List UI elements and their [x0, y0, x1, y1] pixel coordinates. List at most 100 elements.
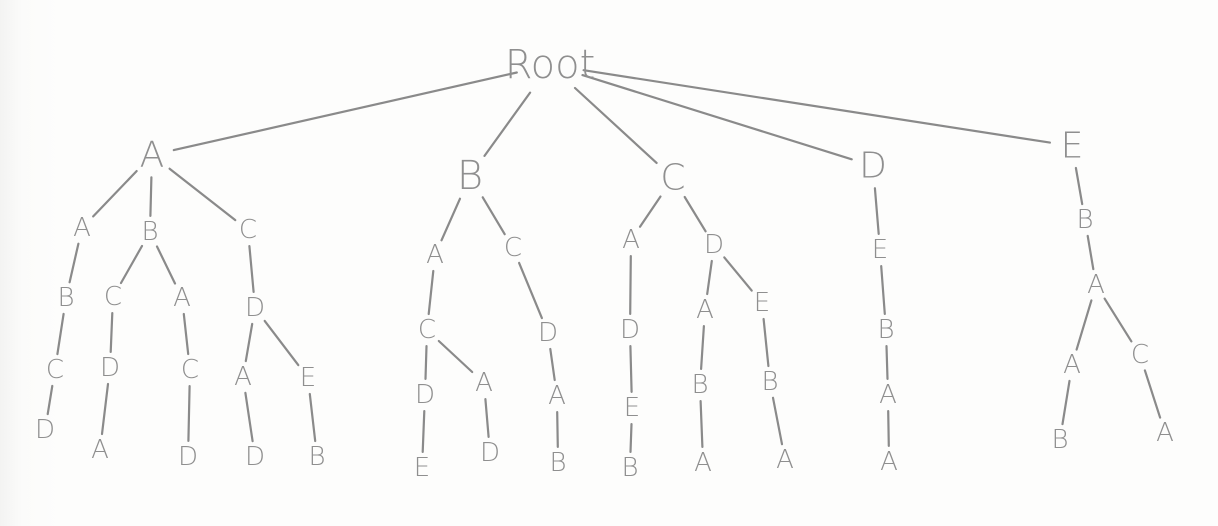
tree-node-b-a: A [426, 240, 444, 270]
tree-node-c-d-a-b: B [691, 370, 708, 400]
tree-node-c-a: A [622, 225, 640, 255]
tree-edge-a-b-c-d-to-a-b-c-d-a [100, 382, 110, 436]
tree-edge-c-d-to-c-d-a [706, 259, 713, 296]
tree-node-b-a-c-a: A [475, 368, 493, 398]
tree-node-d-e-b-a: A [879, 380, 897, 410]
tree-node-b-c-d-a: A [548, 381, 566, 411]
tree-edge-d-e-b-to-d-e-b-a [885, 345, 889, 380]
tree-node-b-c: C [504, 233, 522, 263]
tree-node-a-c: C [239, 215, 257, 245]
tree-edge-c-a-to-c-a-d [629, 255, 632, 315]
tree-node-a-c-d: D [245, 293, 265, 323]
tree-node-c-d-e-b: B [761, 367, 778, 397]
tree-edge-e-b-a-to-e-b-a-a [1075, 299, 1093, 351]
tree-edge-b-to-b-a [440, 197, 462, 242]
tree-edge-a-b-a-to-a-b-a-c [182, 312, 190, 356]
tree-edge-c-d-to-c-d-e [723, 256, 753, 292]
tree-edge-root-to-d [581, 73, 853, 161]
tree-node-e-b-a-c-a: A [1156, 418, 1174, 448]
tree-edge-c-a-d-to-c-a-d-e [629, 345, 633, 393]
tree-edge-root-to-a [172, 71, 518, 152]
tree-node-a-b-c-d: D [100, 353, 120, 383]
tree-edge-b-c-d-to-b-c-d-a [549, 347, 556, 382]
tree-node-a-b-c-d-a: A [91, 435, 109, 465]
tree-edge-a-b-to-a-b-c [119, 244, 144, 285]
tree-edge-c-d-a-b-to-c-d-a-b-a [699, 400, 704, 448]
tree-node-a-a: A [73, 213, 91, 243]
tree-node-c: C [660, 158, 685, 199]
tree-node-e-b-a-a-b: B [1051, 425, 1068, 455]
tree-node-a-a-b: B [57, 283, 74, 313]
tree-node-a-b-a: A [173, 283, 191, 313]
tree-edge-b-a-c-to-b-a-c-a [437, 339, 474, 374]
tree-edge-c-d-a-to-c-d-a-b [699, 325, 706, 370]
tree-node-a-a-b-c-d: D [35, 415, 55, 445]
tree-edge-e-b-a-c-to-e-b-a-c-a [1143, 369, 1162, 419]
tree-edge-d-e-b-a-to-d-e-b-a-a [887, 410, 890, 447]
tree-node-b-a-c: C [418, 315, 436, 345]
tree-node-c-d-e-b-a: A [776, 445, 794, 475]
tree-node-b-a-c-d-e: E [414, 453, 430, 483]
tree-edge-a-to-a-c [168, 167, 237, 222]
tree-node-b-a-c-a-d: D [480, 438, 500, 468]
tree-edge-a-c-d-e-to-a-c-d-e-b [308, 392, 317, 443]
tree-node-a-b-c: C [104, 282, 122, 312]
tree-node-e-b-a-c: C [1131, 340, 1149, 370]
tree-edge-a-c-d-to-a-c-d-a [244, 322, 254, 363]
tree-node-d-e: E [872, 235, 888, 265]
tree-node-a-c-d-a-d: D [245, 442, 265, 472]
tree-edge-d-e-to-d-e-b [880, 265, 886, 315]
tree-edge-a-a-b-c-to-a-a-b-c-d [46, 384, 54, 416]
tree-node-a-b: B [141, 217, 158, 247]
tree-edge-a-to-a-a [92, 170, 138, 218]
tree-node-d: D [859, 146, 887, 187]
tree-node-a-b-a-c-d: D [178, 442, 198, 472]
tree-edge-a-b-a-c-to-a-b-a-c-d [187, 385, 191, 442]
tree-edges [46, 69, 1162, 453]
tree-edge-e-b-a-to-e-b-a-c [1103, 297, 1133, 343]
tree-nodes: RootAABCDBCDAACDCDADEBBACDEADCDABCADEBDA… [35, 42, 1174, 483]
tree-node-a-c-d-a: A [234, 362, 252, 392]
tree-node-c-a-d-e: E [624, 393, 640, 423]
tree-edge-e-to-e-b [1074, 166, 1084, 206]
tree-edge-b-to-b-c [481, 196, 506, 236]
tree-edge-root-to-b [483, 91, 532, 157]
tree-node-a-c-d-e: E [300, 363, 316, 393]
tree-edge-a-b-c-to-a-b-c-d [109, 312, 114, 353]
tree-node-c-d-a: A [696, 295, 714, 325]
tree-node-root: Root [505, 42, 596, 88]
tree-node-b: B [457, 153, 483, 199]
tree-edge-a-a-to-a-a-b [68, 242, 80, 284]
tree-edge-b-a-c-to-b-a-c-d [424, 345, 428, 380]
tree-node-a: A [140, 135, 165, 176]
tree-edge-a-to-a-b [149, 176, 153, 217]
tree-edge-d-to-d-e [873, 187, 880, 235]
tree-node-c-d-e: E [754, 288, 770, 318]
tree-edge-b-a-c-a-to-b-a-c-a-d [484, 398, 490, 438]
tree-node-b-c-d: D [538, 318, 558, 348]
tree-edge-c-to-c-a [638, 195, 662, 228]
tree-edge-c-to-c-d [683, 195, 707, 233]
tree-node-b-a-c-d: D [415, 380, 435, 410]
tree-edge-a-c-to-a-c-d [248, 245, 255, 293]
tree-edge-e-b-to-e-b-a [1086, 234, 1095, 271]
tree-edge-root-to-c [573, 86, 658, 164]
tree-edge-a-c-d-a-to-a-c-d-a-d [244, 391, 254, 443]
tree-edge-b-a-c-d-to-b-a-c-d-e [421, 410, 426, 453]
tree-edge-c-a-d-e-to-c-a-d-e-b [629, 423, 633, 453]
tree-node-d-e-b: B [877, 315, 894, 345]
tree-node-e-b-a-a: A [1063, 350, 1081, 380]
tree-node-c-a-d-e-b: B [621, 453, 638, 483]
tree-edge-e-b-a-a-to-e-b-a-a-b [1061, 379, 1071, 426]
tree-edge-root-to-e [582, 69, 1052, 144]
tree-edge-b-a-to-b-a-c [427, 269, 435, 316]
tree-edge-c-d-e-to-c-d-e-b [762, 317, 770, 368]
tree-edge-b-c-to-b-c-d [517, 261, 544, 320]
tree-node-e-b: B [1076, 205, 1093, 235]
tree-node-c-d-a-b-a: A [694, 448, 712, 478]
tree-node-e: E [1061, 126, 1084, 167]
tree-node-a-c-d-e-b: B [308, 442, 325, 472]
tree-node-c-d: D [704, 230, 724, 260]
